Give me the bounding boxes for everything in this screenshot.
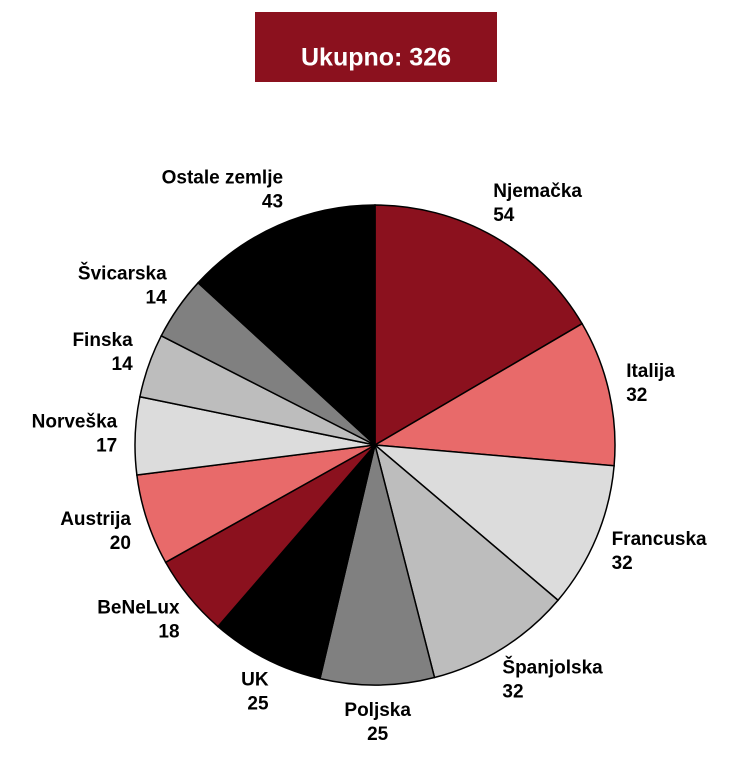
pie-slice	[372, 444, 615, 602]
slice-label: Norveška	[32, 411, 118, 432]
slice-label: Njemačka	[493, 181, 582, 202]
slice-value: 32	[612, 553, 633, 574]
slice-value: 32	[502, 682, 523, 703]
slice-value: 17	[96, 435, 117, 456]
pie-slice	[372, 322, 616, 467]
slice-label: Španjolska	[502, 657, 603, 679]
pie-slice	[373, 442, 560, 679]
pie-slice	[319, 444, 436, 686]
slice-label: UK	[241, 670, 269, 691]
slice-value: 25	[247, 694, 269, 715]
slice-label: Finska	[72, 330, 133, 351]
slice-value: 32	[626, 385, 647, 406]
slice-label: Italija	[626, 361, 675, 382]
slice-value: 14	[112, 354, 134, 375]
slice-label: Austrija	[60, 509, 131, 530]
title-box	[255, 12, 497, 82]
slice-label: Francuska	[612, 529, 707, 550]
pie-slice	[216, 444, 376, 680]
slice-value: 20	[110, 533, 131, 554]
slice-value: 25	[367, 724, 389, 745]
slice-value: 43	[262, 192, 283, 213]
slice-value: 54	[493, 205, 515, 226]
pie-slice	[197, 204, 376, 447]
pie-slice	[374, 204, 584, 447]
slice-label: Švicarska	[78, 262, 167, 284]
chart-title: Ukupno: 326	[301, 44, 451, 72]
slice-value: 14	[146, 287, 168, 308]
slice-value: 18	[158, 622, 179, 643]
slice-label: Poljska	[344, 700, 411, 721]
slice-label: Ostale zemlje	[162, 168, 283, 189]
slice-label: BeNeLux	[97, 598, 180, 619]
